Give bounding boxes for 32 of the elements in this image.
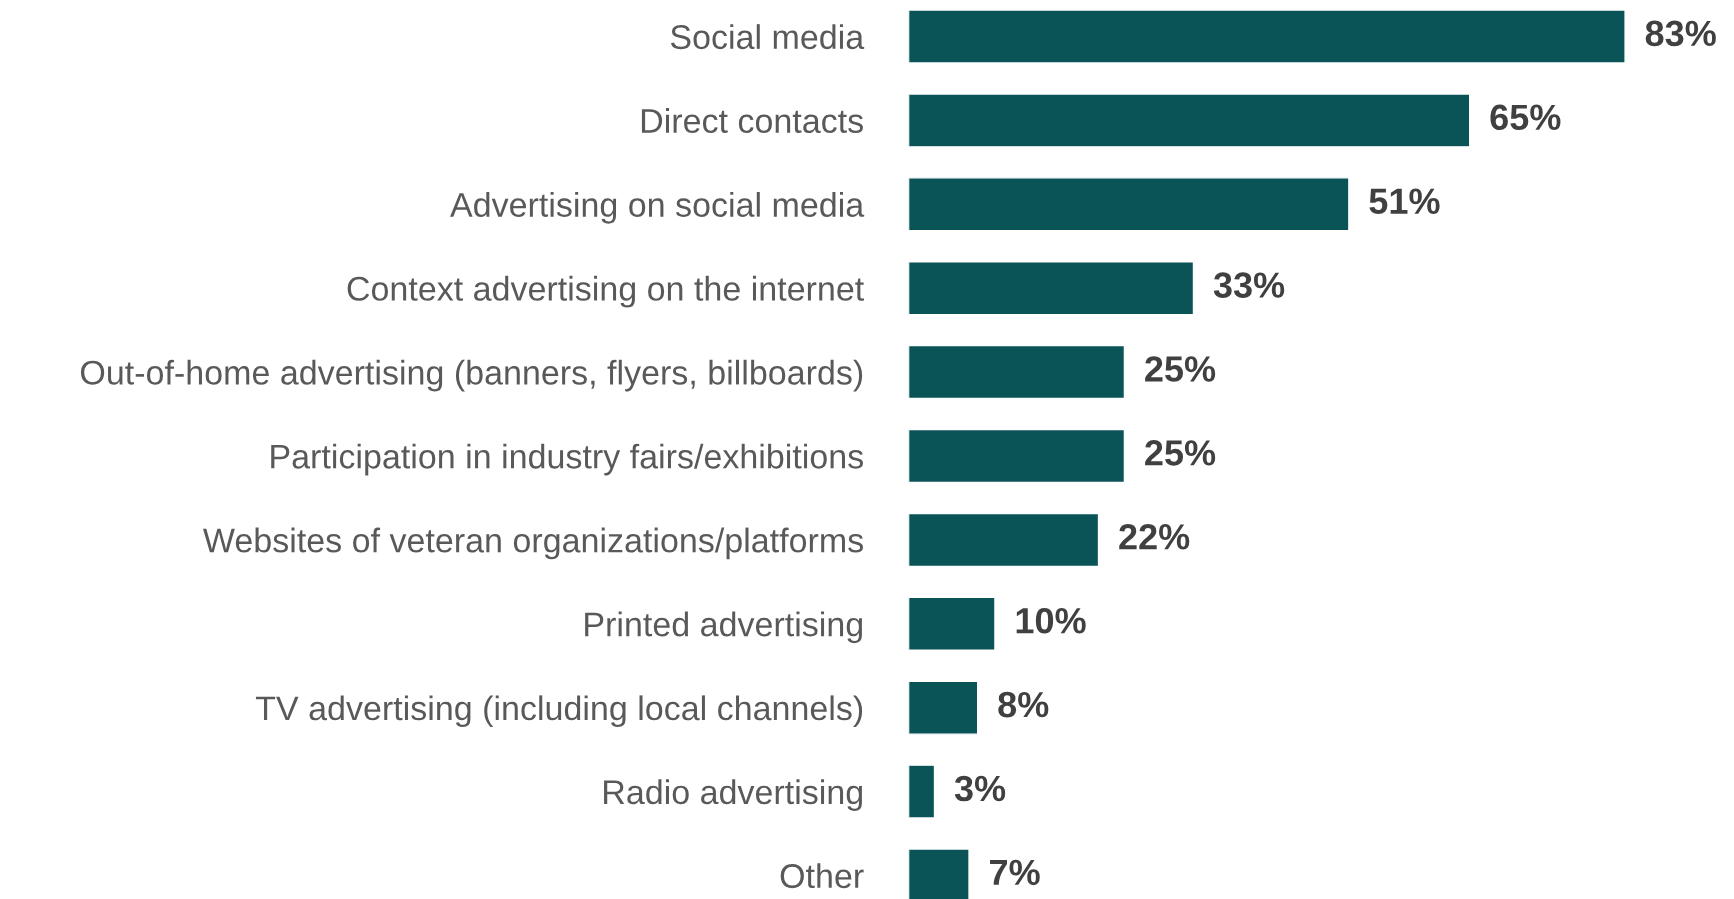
y-tick-label: Advertising on social media [450,191,865,224]
data-label: 10% [1016,607,1086,634]
data-label: 22% [1119,524,1190,550]
data-label: 51% [1369,188,1440,214]
bar [908,680,979,735]
data-label: 3% [954,775,1006,802]
bar [908,512,1100,568]
bar [908,177,1350,232]
data-label: 33% [1213,272,1285,298]
y-tick-label: Printed advertising [585,611,862,644]
y-tick-label: TV advertising (including local channels) [255,695,863,728]
bar [908,596,996,651]
y-tick-label: Other [780,863,864,889]
data-label: 8% [998,691,1049,718]
y-tick-label: Direct contacts [641,108,863,134]
data-label: 25% [1145,440,1216,466]
y-tick-label: Participation in industry fairs/exhibitions [271,443,863,476]
y-tick-label: Context advertising on the internet [347,275,864,308]
bar [908,428,1126,484]
data-label: 7% [990,859,1040,886]
y-tick-label: Out-of-home advertising (banners, flyers, billboards) [80,359,863,392]
y-tick-label: Social media [670,24,865,50]
bar [908,93,1471,148]
bar [908,344,1126,400]
bar [908,764,936,819]
bar [908,9,1626,64]
data-label: 25% [1145,356,1216,382]
bar [908,261,1195,316]
data-label: 83% [1645,20,1716,47]
y-tick-label: Radio advertising [604,779,862,811]
y-tick-label: Websites of veteran organizations/platforms [203,527,863,560]
data-label: 65% [1490,104,1561,131]
